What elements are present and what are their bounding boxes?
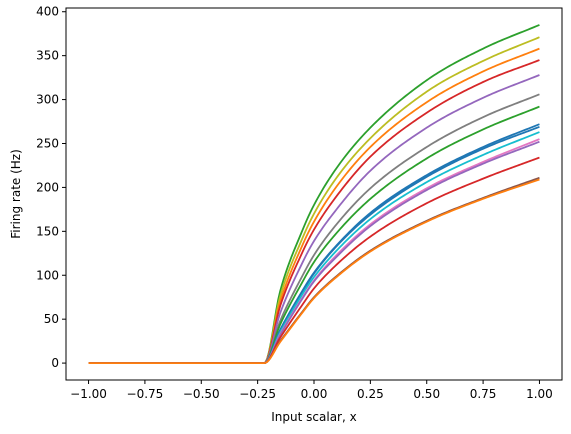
x-tick-label: 0.00 bbox=[301, 387, 328, 401]
x-axis: −1.00 −0.75 −0.50 −0.25 0.00 0.25 0.50 0.75 1.00 bbox=[70, 380, 553, 401]
x-tick-label: −0.75 bbox=[127, 387, 164, 401]
series-layer bbox=[88, 24, 540, 364]
x-tick-label: −0.50 bbox=[183, 387, 220, 401]
x-tick-label: −0.25 bbox=[239, 387, 276, 401]
y-tick-label: 250 bbox=[36, 136, 59, 150]
y-tick-label: 200 bbox=[36, 180, 59, 194]
x-tick-label: −1.00 bbox=[70, 387, 107, 401]
x-tick-label: 0.75 bbox=[470, 387, 497, 401]
y-tick-label: 400 bbox=[36, 5, 59, 19]
y-axis: 0 50 100 150 200 250 300 350 400 bbox=[36, 5, 66, 370]
y-tick-label: 0 bbox=[51, 356, 59, 370]
x-tick-label: 1.00 bbox=[526, 387, 553, 401]
y-tick-label: 100 bbox=[36, 268, 59, 282]
x-axis-label: Input scalar, x bbox=[271, 410, 356, 424]
y-tick-label: 150 bbox=[36, 224, 59, 238]
y-tick-label: 300 bbox=[36, 93, 59, 107]
series-line-15 bbox=[88, 178, 540, 364]
plot-area bbox=[66, 8, 562, 380]
y-tick-label: 50 bbox=[44, 312, 59, 326]
x-tick-label: 0.50 bbox=[413, 387, 440, 401]
y-axis-label: Firing rate (Hz) bbox=[9, 149, 23, 239]
y-tick-label: 350 bbox=[36, 49, 59, 63]
x-tick-label: 0.25 bbox=[357, 387, 384, 401]
